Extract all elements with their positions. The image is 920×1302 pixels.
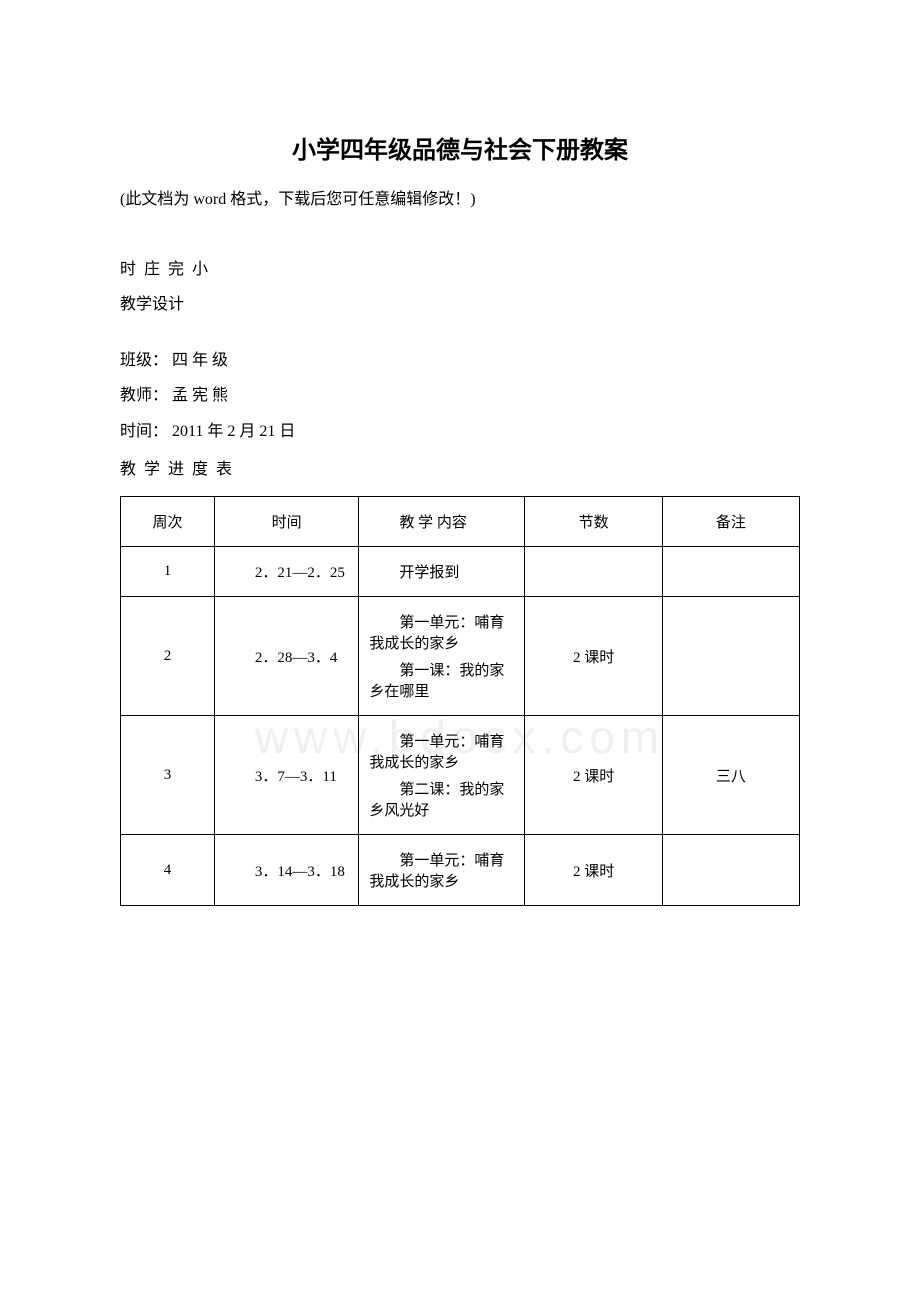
cell-content: 开学报到 bbox=[359, 547, 525, 597]
cell-week: 1 bbox=[121, 547, 215, 597]
content-p1: 第一单元：哺育我成长的家乡 bbox=[369, 849, 514, 891]
teacher-label: 教师： bbox=[120, 387, 168, 404]
page-wrapper: www.bdocx.com 小学四年级品德与社会下册教案 (此文档为 word … bbox=[120, 130, 800, 906]
cell-notes bbox=[662, 835, 799, 906]
cell-periods bbox=[525, 547, 662, 597]
cell-time: 2．28—3．4 bbox=[214, 597, 358, 716]
header-week: 周次 bbox=[121, 497, 215, 547]
header-notes: 备注 bbox=[662, 497, 799, 547]
table-row: 2 2．28—3．4 第一单元：哺育我成长的家乡 第一课：我的家乡在哪里 2 课… bbox=[121, 597, 800, 716]
class-value: 四 年 级 bbox=[168, 352, 228, 369]
document-title: 小学四年级品德与社会下册教案 bbox=[120, 130, 800, 165]
cell-periods: 2 课时 bbox=[525, 597, 662, 716]
cell-content: 第一单元：哺育我成长的家乡 bbox=[359, 835, 525, 906]
class-line: 班级： 四 年 级 bbox=[120, 344, 800, 378]
cell-notes: 三八 bbox=[662, 716, 799, 835]
school-info-block: 时 庄 完 小 教学设计 bbox=[120, 253, 800, 322]
date-label: 时间： bbox=[120, 423, 168, 440]
class-label: 班级： bbox=[120, 352, 168, 369]
table-header-row: 周次 时间 教 学 内容 节数 备注 bbox=[121, 497, 800, 547]
header-periods: 节数 bbox=[525, 497, 662, 547]
schedule-title: 教 学 进 度 表 bbox=[120, 453, 800, 487]
schedule-table: 周次 时间 教 学 内容 节数 备注 1 2．21—2．25 开学报到 2 2．… bbox=[120, 496, 800, 906]
content-p1: 第一单元：哺育我成长的家乡 bbox=[369, 730, 514, 772]
header-content: 教 学 内容 bbox=[359, 497, 525, 547]
cell-time: 3．14—3．18 bbox=[214, 835, 358, 906]
date-value: 2011 年 2 月 21 日 bbox=[168, 423, 295, 440]
cell-week: 2 bbox=[121, 597, 215, 716]
header-content-text: 教 学 内容 bbox=[369, 511, 514, 532]
cell-periods: 2 课时 bbox=[525, 835, 662, 906]
cell-notes bbox=[662, 597, 799, 716]
cell-time: 3．7—3．11 bbox=[214, 716, 358, 835]
cell-week: 3 bbox=[121, 716, 215, 835]
cell-time: 2．21—2．25 bbox=[214, 547, 358, 597]
content-p2: 第二课：我的家乡风光好 bbox=[369, 778, 514, 820]
meta-info-block: 班级： 四 年 级 教师： 孟 宪 熊 时间： 2011 年 2 月 21 日 … bbox=[120, 344, 800, 486]
cell-notes bbox=[662, 547, 799, 597]
teacher-value: 孟 宪 熊 bbox=[168, 387, 228, 404]
table-row: 3 3．7—3．11 第一单元：哺育我成长的家乡 第二课：我的家乡风光好 2 课… bbox=[121, 716, 800, 835]
date-line: 时间： 2011 年 2 月 21 日 bbox=[120, 415, 800, 449]
cell-week: 4 bbox=[121, 835, 215, 906]
cell-content: 第一单元：哺育我成长的家乡 第一课：我的家乡在哪里 bbox=[359, 597, 525, 716]
content-p1: 开学报到 bbox=[369, 561, 514, 582]
teacher-line: 教师： 孟 宪 熊 bbox=[120, 379, 800, 413]
header-time: 时间 bbox=[214, 497, 358, 547]
design-label: 教学设计 bbox=[120, 288, 800, 322]
cell-content: 第一单元：哺育我成长的家乡 第二课：我的家乡风光好 bbox=[359, 716, 525, 835]
table-row: 4 3．14—3．18 第一单元：哺育我成长的家乡 2 课时 bbox=[121, 835, 800, 906]
cell-periods: 2 课时 bbox=[525, 716, 662, 835]
content-p1: 第一单元：哺育我成长的家乡 bbox=[369, 611, 514, 653]
school-name: 时 庄 完 小 bbox=[120, 253, 800, 287]
content-p2: 第一课：我的家乡在哪里 bbox=[369, 659, 514, 701]
table-row: 1 2．21—2．25 开学报到 bbox=[121, 547, 800, 597]
format-note: (此文档为 word 格式，下载后您可任意编辑修改！) bbox=[120, 187, 800, 213]
